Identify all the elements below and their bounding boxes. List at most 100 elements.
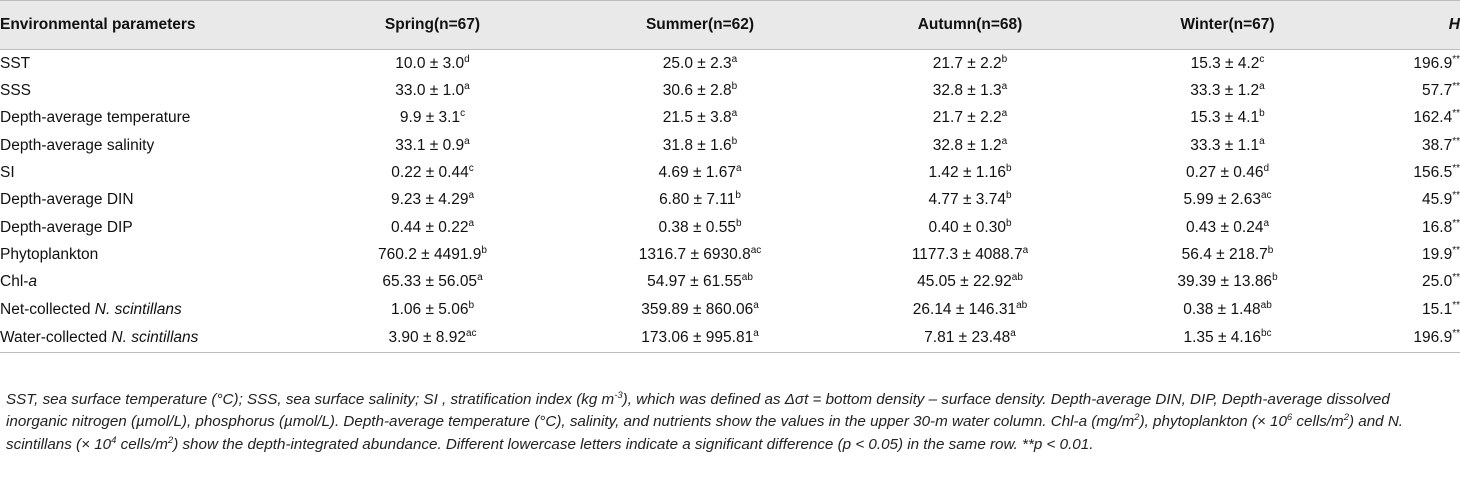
value-cell-summer: 21.5 ± 3.8a [565, 105, 835, 132]
parameter-label: SSS [0, 82, 32, 100]
h-statistic-cell: 16.8** [1350, 214, 1460, 241]
mean-sd-value: 15.3 ± 4.1 [1190, 109, 1260, 127]
value-cell-winter: 0.38 ± 1.48ab [1105, 296, 1350, 323]
mean-sd-value: 0.40 ± 0.30 [928, 218, 1006, 236]
h-statistic-value: 15.1 [1422, 300, 1453, 318]
mean-sd-value: 0.38 ± 1.48 [1183, 300, 1261, 318]
significance-letters: a [731, 108, 738, 120]
h-statistic-value: 162.4 [1413, 109, 1453, 127]
parameter-name: SSS [0, 77, 300, 104]
significance-letters: bc [1260, 327, 1272, 339]
value-cell-autumn: 1.42 ± 1.16b [835, 159, 1105, 186]
parameter-label-italic: N. scintillans [111, 328, 199, 346]
significance-letters: a [464, 135, 470, 147]
value-cell-autumn: 45.05 ± 22.92ab [835, 268, 1105, 295]
mean-sd-value: 1.42 ± 1.16 [928, 164, 1006, 182]
significance-letters: a [753, 327, 759, 339]
mean-sd-value: 65.33 ± 56.05 [382, 273, 478, 291]
h-statistic-cell: 156.5** [1350, 159, 1460, 186]
h-statistic-value: 19.9 [1422, 245, 1453, 263]
mean-sd-value: 359.89 ± 860.06 [641, 300, 754, 318]
h-statistic-value: 16.8 [1422, 218, 1453, 236]
header-parameters: Environmental parameters [0, 0, 300, 50]
parameter-label: Chl- [0, 273, 29, 291]
value-cell-autumn: 7.81 ± 23.48a [835, 322, 1105, 353]
h-statistic-cell: 38.7** [1350, 132, 1460, 159]
value-cell-winter: 0.27 ± 0.46d [1105, 159, 1350, 186]
h-statistic-value: 25.0 [1422, 273, 1453, 291]
mean-sd-value: 33.1 ± 0.9 [395, 136, 465, 154]
h-significance-marker: ** [1452, 108, 1460, 120]
parameter-name: Depth-average salinity [0, 132, 300, 159]
h-statistic-cell: 196.9** [1350, 50, 1460, 78]
mean-sd-value: 3.90 ± 8.92 [388, 328, 466, 346]
mean-sd-value: 15.3 ± 4.2 [1190, 54, 1260, 72]
parameter-name: SST [0, 50, 300, 78]
value-cell-spring: 760.2 ± 4491.9b [300, 241, 565, 268]
parameter-name: Chl-a [0, 268, 300, 295]
mean-sd-value: 33.3 ± 1.2 [1190, 82, 1260, 100]
parameter-label: Depth-average salinity [0, 136, 155, 154]
significance-letters: ab [1260, 299, 1272, 311]
significance-letters: ac [750, 244, 762, 256]
mean-sd-value: 7.81 ± 23.48 [924, 328, 1011, 346]
mean-sd-value: 45.05 ± 22.92 [917, 273, 1012, 291]
mean-sd-value: 760.2 ± 4491.9 [378, 245, 482, 263]
mean-sd-value: 21.7 ± 2.2 [932, 54, 1002, 72]
h-significance-marker: ** [1452, 53, 1460, 65]
footnote-sup: -3 [614, 390, 623, 401]
value-cell-summer: 31.8 ± 1.6b [565, 132, 835, 159]
table-row: Depth-average DIP 0.44 ± 0.22a 0.38 ± 0.55… [0, 214, 1460, 241]
value-cell-summer: 1316.7 ± 6930.8ac [565, 241, 835, 268]
value-cell-spring: 9.9 ± 3.1c [300, 105, 565, 132]
h-significance-marker: ** [1452, 190, 1460, 202]
significance-letters: c [460, 108, 466, 120]
value-cell-autumn: 26.14 ± 146.31ab [835, 296, 1105, 323]
header-h: H [1350, 0, 1460, 50]
h-statistic-cell: 57.7** [1350, 77, 1460, 104]
parameter-label: SI [0, 164, 15, 182]
table-row: Water-collected N. scintillans 3.90 ± 8.9… [0, 322, 1460, 353]
footnote-text: cells/m [116, 435, 168, 453]
footnote-text: ), which was defined as Δσt = bottom den… [6, 391, 1390, 431]
table-body: SST 10.0 ± 3.0d 25.0 ± 2.3a 21.7 ± 2.2b 15.3… [0, 50, 1460, 353]
footnote-text: ) and N. scintillans (× 10 [6, 413, 1404, 453]
value-cell-spring: 0.22 ± 0.44c [300, 159, 565, 186]
significance-letters: b [735, 190, 741, 202]
table-row: Phytoplankton 760.2 ± 4491.9b 1316.7 ± 693… [0, 241, 1460, 268]
parameter-name: Depth-average DIP [0, 214, 300, 241]
mean-sd-value: 32.8 ± 1.3 [932, 82, 1002, 100]
header-autumn: Autumn(n=68) [835, 0, 1105, 50]
parameter-label: Depth-average temperature [0, 109, 191, 127]
significance-letters: b [1267, 244, 1274, 256]
significance-letters: a [1259, 135, 1265, 147]
value-cell-autumn: 1177.3 ± 4088.7a [835, 241, 1105, 268]
h-significance-marker: ** [1452, 327, 1460, 339]
h-significance-marker: ** [1452, 272, 1460, 284]
h-statistic-cell: 196.9** [1350, 322, 1460, 353]
value-cell-spring: 0.44 ± 0.22a [300, 214, 565, 241]
parameter-name: SI [0, 159, 300, 186]
table-row: Chl-a 65.33 ± 56.05a 54.97 ± 61.55ab 45.05 … [0, 268, 1460, 295]
mean-sd-value: 56.4 ± 218.7 [1181, 245, 1268, 263]
significance-letters: ab [1011, 272, 1023, 284]
environmental-parameters-table: Environmental parameters Spring(n=67) Su… [0, 0, 1460, 353]
value-cell-spring: 9.23 ± 4.29a [300, 186, 565, 213]
mean-sd-value: 1.35 ± 4.16 [1183, 328, 1261, 346]
footnote-text: ), phytoplankton (× 10 [1139, 413, 1287, 431]
value-cell-winter: 1.35 ± 4.16bc [1105, 322, 1350, 353]
value-cell-autumn: 21.7 ± 2.2a [835, 105, 1105, 132]
table-header: Environmental parameters Spring(n=67) Su… [0, 0, 1460, 50]
h-statistic-value: 156.5 [1413, 164, 1453, 182]
mean-sd-value: 39.39 ± 13.86 [1177, 273, 1273, 291]
mean-sd-value: 9.9 ± 3.1 [399, 109, 461, 127]
value-cell-autumn: 0.40 ± 0.30b [835, 214, 1105, 241]
mean-sd-value: 4.69 ± 1.67 [658, 164, 736, 182]
value-cell-summer: 54.97 ± 61.55ab [565, 268, 835, 295]
footnote-sup: 6 [1286, 412, 1293, 424]
value-cell-summer: 30.6 ± 2.8b [565, 77, 835, 104]
value-cell-winter: 5.99 ± 2.63ac [1105, 186, 1350, 213]
mean-sd-value: 0.22 ± 0.44 [391, 164, 469, 182]
h-significance-marker: ** [1452, 217, 1460, 229]
mean-sd-value: 54.97 ± 61.55 [647, 273, 742, 291]
